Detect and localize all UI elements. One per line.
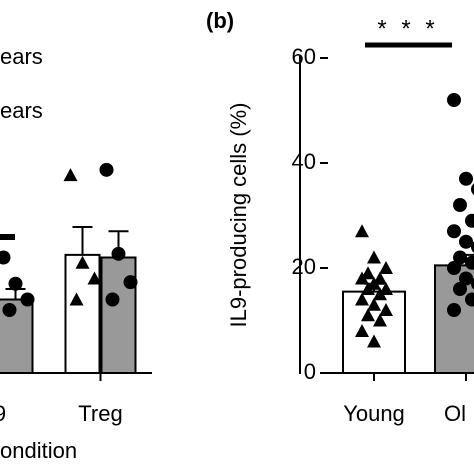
- data-point: [75, 255, 90, 269]
- data-point: [465, 213, 474, 228]
- data-point: [105, 292, 120, 307]
- legend-label: ears: [0, 44, 43, 69]
- x-tick-label: Young: [343, 401, 405, 426]
- data-point: [379, 261, 393, 274]
- data-point: [379, 282, 393, 295]
- y-tick-label: 60: [292, 44, 316, 69]
- data-point: [453, 198, 467, 212]
- data-point: [447, 303, 461, 317]
- data-point: [373, 271, 387, 285]
- data-point: [355, 324, 369, 337]
- data-point: [465, 255, 474, 270]
- y-axis-label: IL9-producing cells (%): [226, 103, 251, 328]
- data-point: [111, 246, 126, 261]
- data-point: [69, 292, 84, 306]
- data-point: [379, 303, 393, 316]
- data-point: [453, 282, 467, 296]
- data-point: [367, 334, 381, 348]
- data-point: [361, 308, 375, 322]
- data-point: [63, 168, 78, 182]
- data-point: [465, 292, 474, 307]
- data-point: [367, 276, 381, 290]
- x-tick-label: l9: [0, 401, 6, 426]
- data-point: [459, 271, 473, 286]
- x-tick-label: Ol: [444, 401, 466, 426]
- data-point: [471, 241, 474, 253]
- panel-label: (b): [206, 8, 234, 33]
- data-point: [447, 93, 461, 107]
- data-point: [373, 313, 387, 327]
- data-point: [447, 261, 461, 275]
- y-tick-label: 20: [292, 254, 316, 279]
- data-point: [8, 276, 23, 291]
- significance-label: * * *: [377, 15, 438, 42]
- data-point: [0, 250, 11, 265]
- data-point: [361, 282, 375, 295]
- data-point: [355, 224, 369, 238]
- data-point: [471, 183, 474, 195]
- data-point: [367, 297, 381, 311]
- legend-label: ears: [0, 98, 43, 123]
- data-point: [87, 271, 102, 285]
- data-point: [361, 266, 375, 280]
- y-tick-label: 0: [304, 359, 316, 384]
- data-point: [447, 224, 461, 239]
- data-point: [123, 275, 138, 290]
- data-point: [459, 234, 473, 249]
- y-tick-label: 40: [292, 149, 316, 174]
- data-point: [459, 171, 473, 186]
- data-point: [2, 303, 17, 317]
- x-axis-label: ondition: [0, 438, 77, 463]
- x-tick-label: Treg: [78, 401, 122, 426]
- data-point: [355, 271, 369, 285]
- bar: [100, 256, 137, 374]
- data-point: [355, 292, 369, 306]
- data-point: [453, 250, 467, 265]
- data-point: [471, 278, 474, 290]
- data-point: [20, 292, 35, 307]
- data-point: [99, 162, 114, 177]
- data-point: [373, 287, 387, 301]
- data-point: [367, 250, 381, 264]
